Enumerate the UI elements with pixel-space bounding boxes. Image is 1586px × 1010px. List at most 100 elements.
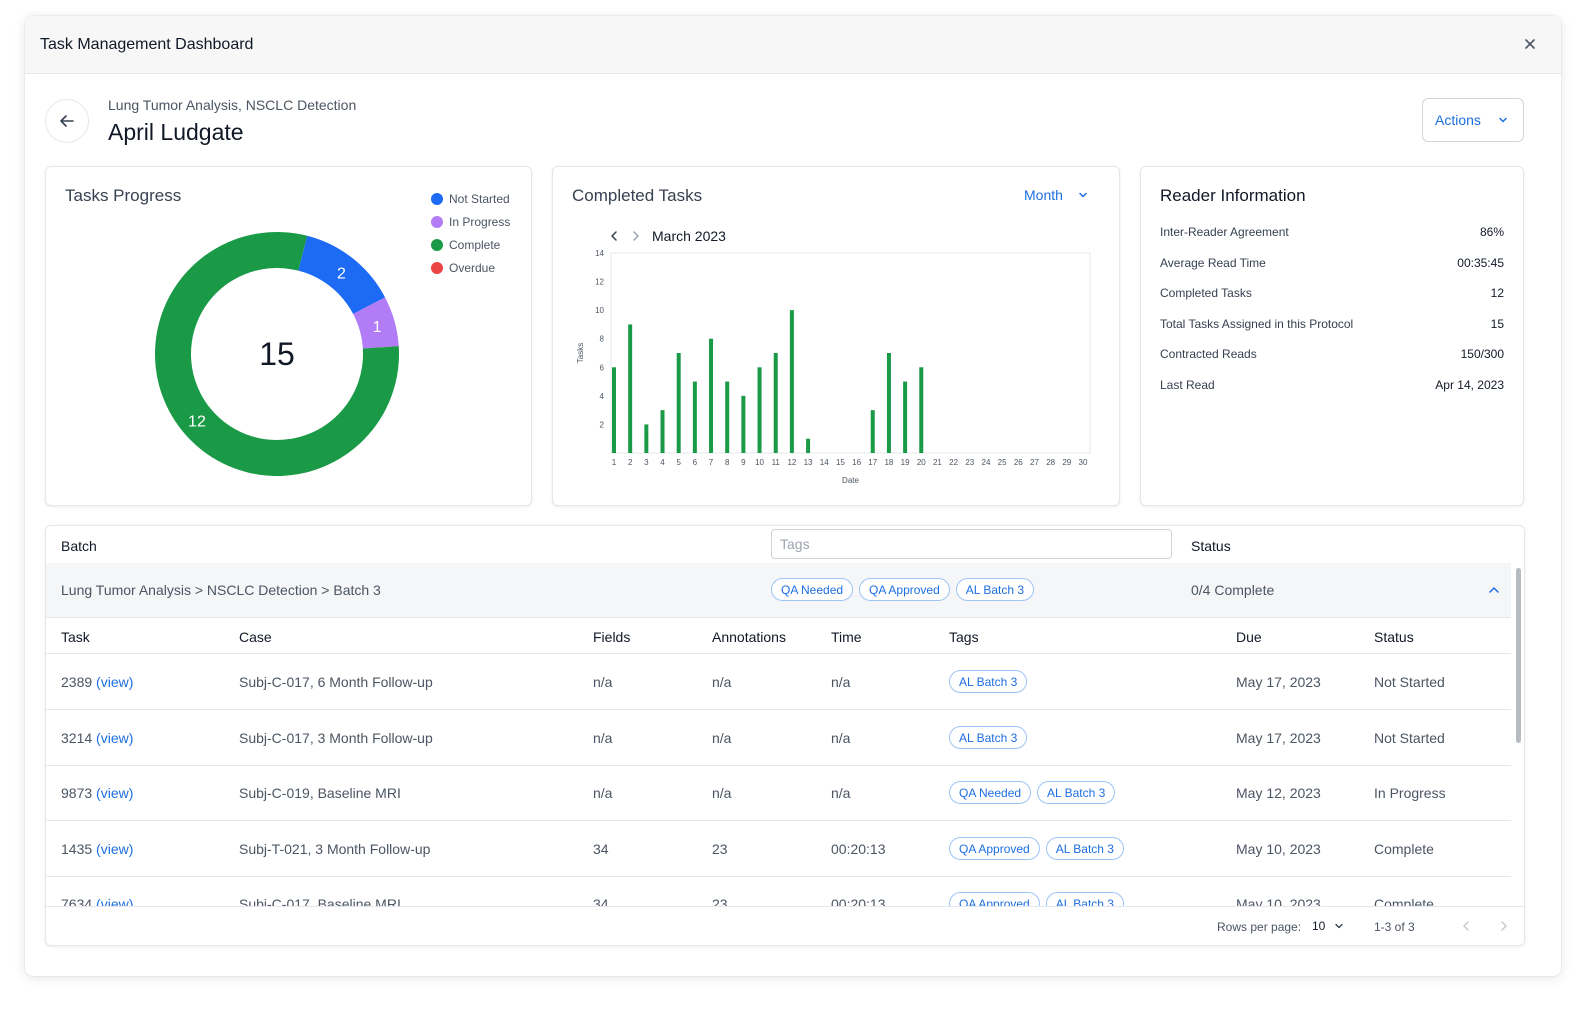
table-row: 2389 (view) Subj-C-017, 6 Month Follow-u… [46,655,1511,710]
batch-status: 0/4 Complete [1191,582,1275,598]
annotations-cell: n/a [712,785,732,801]
rows-per-page-select[interactable]: 10 [1312,919,1345,933]
due-cell: May 10, 2023 [1236,841,1321,857]
actions-button[interactable]: Actions [1422,98,1524,142]
view-link[interactable]: (view) [96,730,134,746]
x-tick-label: 7 [709,458,714,467]
batch-tags: QA Needed QA Approved AL Batch 3 [771,578,1035,601]
x-tick-label: 22 [949,458,958,467]
reader-row-total-tasks: Total Tasks Assigned in this Protocol 15 [1160,317,1504,331]
view-link[interactable]: (view) [96,785,134,801]
tag-chip[interactable]: AL Batch 3 [1045,837,1124,860]
batch-path: Lung Tumor Analysis > NSCLC Detection > … [61,582,381,598]
close-icon[interactable] [1519,33,1541,55]
x-tick-label: 23 [965,458,974,467]
status-cell: Not Started [1374,730,1445,746]
x-tick-label: 10 [755,458,764,467]
bar [725,381,730,453]
status-cell: Not Started [1374,674,1445,690]
case-cell: Subj-C-019, Baseline MRI [239,785,401,801]
rows-per-page-label: Rows per page: [1217,920,1302,934]
status-cell: Complete [1374,841,1434,857]
chevron-right-icon[interactable] [630,229,642,243]
tag-chip[interactable]: QA Approved [859,578,950,601]
back-button[interactable] [45,99,89,143]
bar [660,410,665,453]
view-link[interactable]: (view) [96,841,134,857]
tag-chip[interactable]: AL Batch 3 [949,670,1028,693]
batch-column-header: Batch [61,538,97,554]
legend-dot-in-progress [431,215,443,228]
donut-segment [353,297,399,349]
batch-table-card: Batch Status Lung Tumor Analysis > NSCLC… [45,525,1525,946]
fields-cell: n/a [593,730,613,746]
case-cell: Subj-C-017, 3 Month Follow-up [239,730,433,746]
pagination-footer: Rows per page: 10 1-3 of 3 [46,906,1524,945]
reader-value: 150/300 [1460,347,1504,361]
legend-dot-not-started [431,192,443,205]
scrollbar-thumb[interactable] [1516,568,1521,743]
modal-title: Task Management Dashboard [40,36,254,53]
y-axis-label: Tasks [576,343,585,363]
reader-label: Completed Tasks [1160,286,1252,300]
fields-cell: n/a [593,674,613,690]
tasks-progress-donut: 2 1 12 [154,232,399,476]
actions-label: Actions [1435,112,1481,128]
bar [870,410,875,453]
x-tick-label: 24 [982,458,991,467]
completed-tasks-title: Completed Tasks [572,186,703,205]
tag-chip[interactable]: AL Batch 3 [949,726,1028,749]
x-tick-label: 6 [693,458,698,467]
period-select[interactable]: Month [1024,187,1089,203]
y-tick-label: 14 [595,249,604,258]
batch-row[interactable]: Lung Tumor Analysis > NSCLC Detection > … [46,563,1511,618]
due-cell: May 17, 2023 [1236,730,1321,746]
chevron-down-icon [1079,192,1087,198]
tasks-progress-card: Tasks Progress Not Started In Progress C… [45,166,532,506]
time-cell: n/a [831,730,851,746]
chevron-left-icon[interactable] [608,229,620,243]
task-id: 3214 [61,730,93,746]
legend-item-overdue: Overdue [431,256,510,279]
legend-label-in-progress: In Progress [449,214,511,229]
tag-chip[interactable]: AL Batch 3 [955,578,1035,601]
x-tick-label: 3 [644,458,649,467]
month-navigator: March 2023 [608,228,726,244]
y-tick-label: 8 [600,335,605,344]
time-cell: 00:20:13 [831,841,886,857]
bar [806,438,811,453]
tag-chip[interactable]: QA Needed [949,781,1032,804]
donut-segment-label: 12 [188,413,206,430]
reader-label: Inter-Reader Agreement [1160,225,1289,239]
case-cell: Subj-C-017, 6 Month Follow-up [239,674,433,690]
tag-chip[interactable]: QA Approved [949,837,1040,860]
view-link[interactable]: (view) [96,674,134,690]
donut-total: 15 [259,336,295,372]
chevron-left-icon[interactable] [1459,919,1473,933]
legend-dot-overdue [431,261,443,274]
x-tick-label: 27 [1030,458,1039,467]
y-tick-label: 10 [595,306,604,315]
x-tick-label: 4 [660,458,665,467]
fields-cell: 34 [593,841,609,857]
task-id: 9873 [61,785,93,801]
chevron-right-icon[interactable] [1497,919,1511,933]
tag-chip[interactable]: QA Needed [771,578,854,601]
chevron-up-icon[interactable] [1487,583,1501,597]
x-tick-label: 15 [836,458,845,467]
modal-header: Task Management Dashboard [25,16,1561,74]
tasks-progress-title: Tasks Progress [65,186,182,205]
x-tick-label: 12 [787,458,796,467]
task-cell: 1435 (view) [61,841,133,857]
tag-chip[interactable]: AL Batch 3 [1037,781,1116,804]
due-cell: May 12, 2023 [1236,785,1321,801]
tags-filter-input[interactable] [771,529,1172,559]
tags-cell: QA Needed AL Batch 3 [949,781,1116,804]
bar [757,367,762,453]
annotations-cell: n/a [712,730,732,746]
y-tick-label: 12 [595,278,604,287]
tags-cell: AL Batch 3 [949,726,1028,749]
bar [789,310,794,453]
x-tick-label: 25 [998,458,1007,467]
fields-cell: n/a [593,785,613,801]
